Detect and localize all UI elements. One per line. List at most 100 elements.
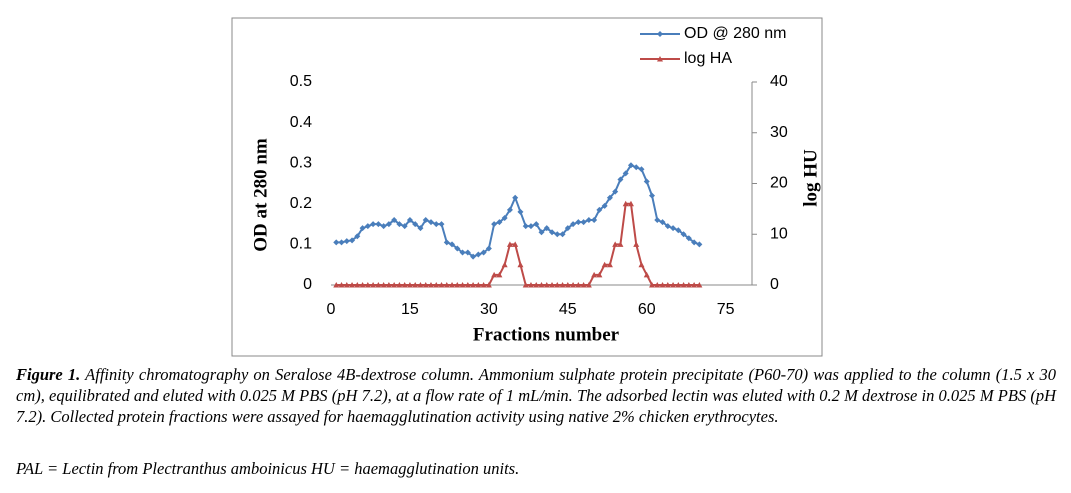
- data-point: [485, 245, 492, 252]
- data-point: [601, 261, 608, 268]
- data-point: [343, 282, 350, 288]
- data-point: [438, 221, 445, 228]
- data-point: [554, 282, 561, 288]
- data-point: [333, 282, 340, 288]
- data-point: [454, 245, 461, 252]
- data-point: [533, 221, 540, 228]
- x-tick-label: 60: [638, 301, 656, 318]
- data-point: [349, 237, 356, 244]
- data-point: [422, 282, 429, 288]
- data-point: [559, 231, 566, 238]
- data-point: [627, 162, 634, 169]
- data-point: [564, 282, 571, 288]
- legend-label: log HA: [684, 50, 732, 67]
- data-point: [470, 282, 477, 288]
- data-point: [612, 188, 619, 195]
- data-point: [654, 217, 661, 224]
- y2-tick-label: 20: [770, 175, 788, 192]
- data-point: [380, 223, 387, 230]
- data-point: [675, 227, 682, 234]
- y-tick-label: 0.2: [290, 195, 312, 212]
- data-point: [549, 282, 556, 288]
- data-point: [443, 282, 450, 288]
- data-point: [596, 271, 603, 278]
- data-point: [680, 282, 687, 288]
- data-point: [664, 223, 671, 230]
- data-point: [596, 206, 603, 213]
- data-point: [670, 225, 677, 232]
- data-point: [401, 282, 408, 288]
- data-point: [475, 282, 482, 288]
- series-line: [336, 202, 700, 286]
- data-point: [485, 282, 492, 288]
- data-point: [412, 221, 419, 228]
- data-point: [633, 241, 640, 247]
- data-point: [622, 170, 629, 177]
- data-point: [333, 239, 340, 246]
- data-point: [543, 282, 550, 288]
- data-point: [617, 176, 624, 183]
- data-point: [470, 253, 477, 260]
- data-point: [417, 282, 424, 288]
- data-point: [601, 202, 608, 209]
- data-point: [512, 194, 519, 201]
- x-axis-title: Fractions number: [473, 324, 620, 345]
- data-point: [449, 241, 456, 248]
- y-tick-label: 0.4: [290, 114, 312, 131]
- y-tick-label: 0.3: [290, 154, 312, 171]
- data-point: [338, 282, 345, 288]
- data-point: [364, 223, 371, 230]
- data-point: [649, 192, 656, 199]
- data-point: [622, 200, 629, 207]
- data-point: [417, 225, 424, 232]
- data-point: [617, 241, 624, 247]
- data-point: [522, 282, 529, 288]
- data-point: [459, 282, 466, 288]
- data-point: [396, 282, 403, 288]
- data-point: [338, 239, 345, 246]
- data-point: [522, 223, 529, 230]
- data-point: [385, 282, 392, 288]
- data-point: [659, 219, 666, 226]
- data-point: [354, 282, 361, 288]
- data-point: [649, 282, 656, 288]
- data-point: [464, 282, 471, 288]
- data-point: [422, 217, 429, 224]
- data-point: [491, 221, 498, 228]
- data-point: [406, 282, 413, 288]
- data-point: [664, 282, 671, 288]
- data-point: [401, 223, 408, 230]
- data-point: [359, 282, 366, 288]
- data-point: [680, 231, 687, 238]
- data-point: [675, 282, 682, 288]
- data-point: [654, 282, 661, 288]
- data-point: [438, 282, 445, 288]
- data-point: [496, 219, 503, 226]
- data-point: [575, 282, 582, 288]
- data-point: [606, 261, 613, 268]
- data-point: [591, 217, 598, 224]
- data-point: [506, 241, 513, 247]
- data-point: [501, 215, 508, 222]
- data-point: [585, 282, 592, 288]
- x-tick-label: 15: [401, 301, 419, 318]
- caption-text: Affinity chromatography on Seralose 4B-d…: [16, 365, 1056, 426]
- data-point: [501, 261, 508, 268]
- data-point: [559, 282, 566, 288]
- data-point: [643, 178, 650, 185]
- x-tick-label: 30: [480, 301, 498, 318]
- data-point: [570, 282, 577, 288]
- data-point: [659, 282, 666, 288]
- data-point: [375, 282, 382, 288]
- data-point: [527, 223, 534, 230]
- data-point: [385, 221, 392, 228]
- x-tick-label: 0: [327, 301, 336, 318]
- data-point: [354, 233, 361, 240]
- data-point: [406, 217, 413, 224]
- data-point: [380, 282, 387, 288]
- data-point: [696, 241, 703, 248]
- data-point: [480, 282, 487, 288]
- data-point: [391, 282, 398, 288]
- y-tick-label: 0.5: [290, 73, 312, 90]
- data-point: [543, 225, 550, 232]
